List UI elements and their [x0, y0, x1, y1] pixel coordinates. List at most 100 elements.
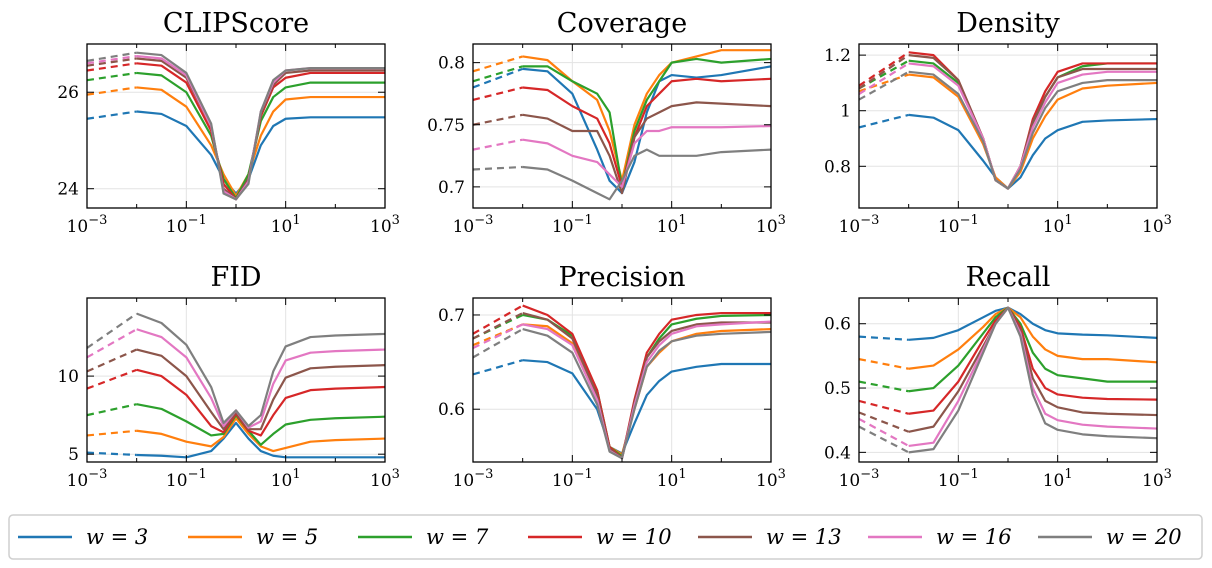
series-group: [473, 304, 771, 460]
series-group: [859, 306, 1157, 454]
series-group: [87, 312, 385, 459]
series-2-dashed: [473, 323, 524, 347]
x-tick-base: 10: [552, 217, 574, 237]
x-tick-label: 10−3: [67, 467, 108, 491]
series-5-line: [908, 306, 1157, 433]
legend: w = 3 w = 5 w = 7 w = 10 w = 13 w = 16 w = 20: [8, 514, 1203, 560]
series-7-line: [136, 51, 385, 201]
x-tick-base: 10: [839, 217, 861, 237]
x-tick-exponent: 3: [778, 213, 786, 228]
series-6-dashed: [473, 138, 523, 151]
series-3-line: [522, 57, 771, 188]
series-2-dashed: [859, 73, 910, 93]
subplot-title: Coverage: [557, 8, 687, 39]
x-tick-base: 10: [756, 471, 778, 491]
series-1-line: [908, 113, 1157, 190]
legend-label-5: w = 13: [766, 525, 842, 549]
x-tick-exponent: −1: [960, 213, 979, 228]
x-tick-exponent: −1: [960, 467, 979, 482]
x-tick-exponent: 1: [1064, 467, 1072, 482]
x-tick-exponent: 3: [1164, 467, 1172, 482]
x-tick-label: 103: [370, 213, 400, 237]
series-5-dashed: [87, 57, 137, 67]
x-tick-exponent: −1: [574, 467, 593, 482]
x-tick-label: 10−1: [166, 467, 207, 491]
x-tick-label: 101: [657, 213, 687, 237]
series-6-dashed: [87, 328, 138, 359]
x-tick-base: 10: [166, 471, 188, 491]
series-7-line: [522, 328, 771, 460]
x-tick-label: 10−1: [938, 467, 979, 491]
series-7-dashed: [87, 51, 137, 62]
series-1-dashed: [859, 113, 909, 129]
series-6-dashed: [473, 323, 524, 349]
x-tick-label: 103: [756, 467, 786, 491]
x-tick-base: 10: [453, 217, 475, 237]
y-tick-label: 24: [57, 180, 79, 200]
series-5-line: [522, 101, 771, 195]
y-tick-label: 5: [68, 445, 79, 465]
series-6-line: [136, 328, 385, 429]
x-tick-base: 10: [271, 217, 293, 237]
x-tick-label: 101: [1043, 213, 1073, 237]
subplot-title: Recall: [966, 262, 1051, 293]
x-tick-label: 103: [1142, 213, 1172, 237]
x-tick-label: 10−1: [552, 467, 593, 491]
series-3-dashed: [87, 71, 137, 82]
series-4-dashed: [859, 51, 910, 87]
x-tick-exponent: −1: [574, 213, 593, 228]
x-tick-exponent: 1: [678, 467, 686, 482]
y-tick-label: 0.6: [438, 400, 465, 420]
series-6-line: [136, 54, 385, 201]
series-1-dashed: [473, 67, 524, 89]
series-7-dashed: [473, 328, 524, 359]
series-1-dashed: [859, 335, 909, 341]
series-2-dashed: [87, 86, 137, 96]
series-4-dashed: [859, 399, 909, 415]
series-2-dashed: [87, 429, 137, 437]
x-tick-exponent: −1: [188, 213, 207, 228]
series-5-dashed: [87, 348, 138, 373]
subplot-title: FID: [210, 262, 261, 293]
legend-label-6: w = 16: [936, 525, 1012, 549]
series-group: [859, 51, 1157, 190]
x-tick-label: 103: [370, 467, 400, 491]
x-tick-base: 10: [271, 471, 293, 491]
x-tick-exponent: 3: [392, 467, 400, 482]
series-5-line: [136, 348, 385, 431]
x-tick-label: 103: [756, 213, 786, 237]
x-tick-base: 10: [938, 471, 960, 491]
series-3-line: [908, 306, 1157, 393]
series-3-dashed: [473, 65, 523, 83]
series-7-dashed: [473, 165, 523, 171]
series-7-dashed: [859, 70, 910, 101]
series-2-line: [136, 417, 385, 453]
x-tick-base: 10: [67, 471, 89, 491]
series-4-dashed: [87, 62, 137, 72]
subplot-title: Density: [956, 8, 1060, 39]
x-tick-base: 10: [1043, 217, 1065, 237]
x-tick-label: 10−3: [839, 213, 880, 237]
series-7-dashed: [87, 312, 138, 349]
y-tick-label: 0.8: [824, 157, 851, 177]
series-3-dashed: [859, 380, 909, 393]
series-2-line: [908, 306, 1157, 370]
series-1-dashed: [473, 359, 523, 376]
series-4-line: [136, 368, 385, 437]
series-1-dashed: [87, 451, 137, 457]
series-7-dashed: [859, 425, 910, 454]
series-1-line: [522, 359, 771, 455]
x-tick-label: 10−1: [552, 213, 593, 237]
series-group: [473, 49, 771, 201]
y-tick-label: 0.7: [438, 178, 465, 198]
series-5-dashed: [859, 411, 910, 433]
x-tick-exponent: 1: [678, 213, 686, 228]
y-tick-label: 0.7: [438, 306, 465, 326]
y-tick-label: 1.2: [824, 46, 851, 66]
x-tick-base: 10: [1142, 217, 1164, 237]
